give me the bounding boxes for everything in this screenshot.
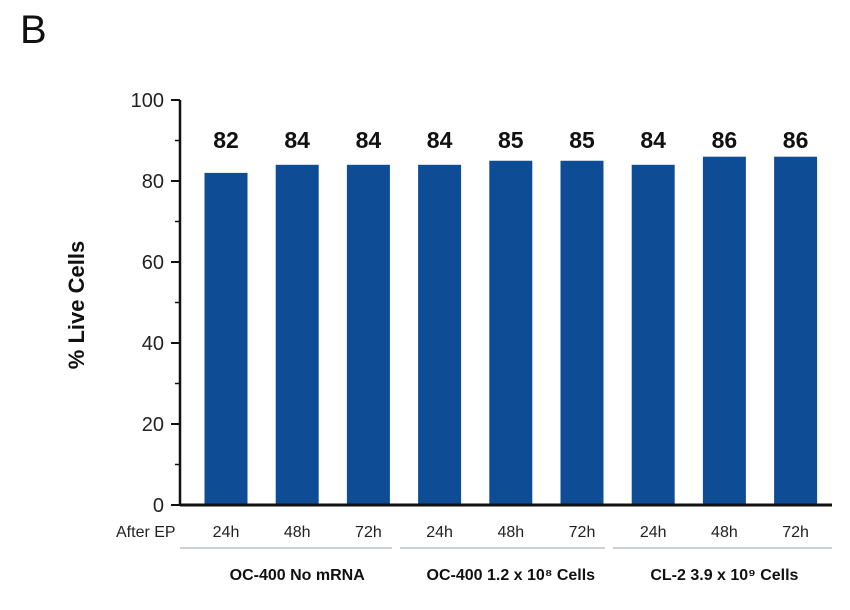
x-tick-label: 24h xyxy=(426,524,453,541)
bar xyxy=(204,172,248,505)
y-tick-label: 40 xyxy=(142,333,164,355)
data-label: 85 xyxy=(498,127,524,153)
x-tick-label: 24h xyxy=(640,524,667,541)
bar xyxy=(702,156,746,505)
y-axis-label: % Live Cells xyxy=(64,241,89,369)
bar xyxy=(560,160,604,505)
x-tick-label: 72h xyxy=(782,524,809,541)
row-label: After EP xyxy=(116,524,176,541)
y-tick-label: 60 xyxy=(142,252,164,274)
x-tick-label: 72h xyxy=(355,524,382,541)
data-label: 82 xyxy=(213,127,239,153)
data-label: 84 xyxy=(284,127,310,153)
data-label: 86 xyxy=(783,127,809,153)
plot-area: 0 20 40 60 80 100 82 24h 84 48h 84 72h 84 24h 85 48h 85 7… xyxy=(116,90,832,584)
x-tick-label: 48h xyxy=(284,524,311,541)
data-label: 84 xyxy=(356,127,382,153)
panel-label: B xyxy=(20,8,47,52)
bar xyxy=(418,164,462,506)
x-tick-label: 48h xyxy=(497,524,524,541)
bar xyxy=(774,156,818,505)
y-tick-label: 80 xyxy=(142,171,164,193)
y-tick-label: 100 xyxy=(131,90,164,112)
bar xyxy=(631,164,675,506)
data-label: 86 xyxy=(712,127,738,153)
data-label: 85 xyxy=(569,127,595,153)
y-tick-label: 20 xyxy=(142,414,164,436)
group-label: CL-2 3.9 x 10⁹ Cells xyxy=(650,567,798,584)
group-label: OC-400 No mRNA xyxy=(230,567,366,584)
data-label: 84 xyxy=(427,127,453,153)
bar xyxy=(489,160,533,505)
data-label: 84 xyxy=(640,127,666,153)
x-tick-label: 24h xyxy=(213,524,240,541)
group-label: OC-400 1.2 x 10⁸ Cells xyxy=(427,567,596,584)
bar xyxy=(346,164,390,506)
x-tick-label: 72h xyxy=(569,524,596,541)
x-tick-label: 48h xyxy=(711,524,738,541)
y-tick-label: 0 xyxy=(153,495,164,517)
bar xyxy=(275,164,319,506)
